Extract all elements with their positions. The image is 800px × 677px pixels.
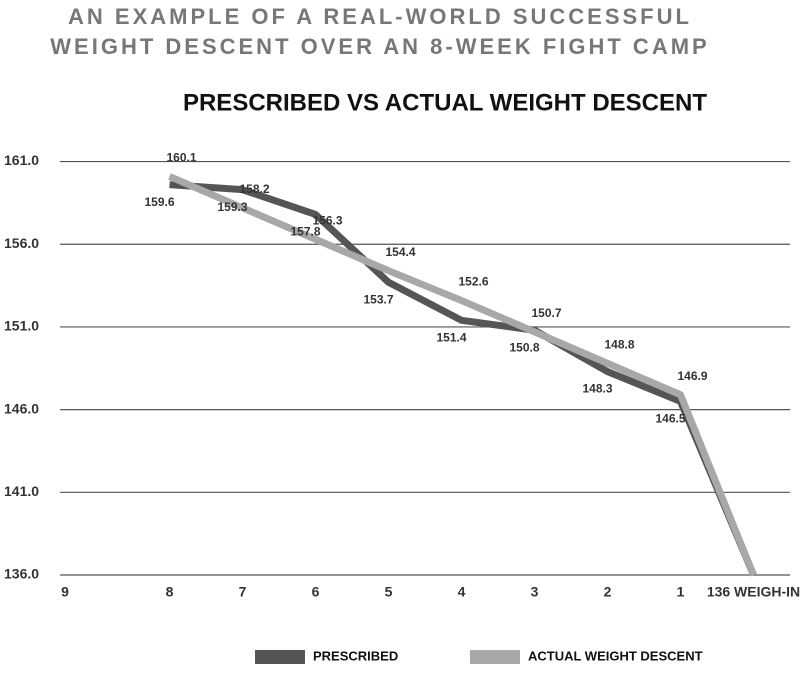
x-tick-label: 7: [239, 584, 247, 600]
data-label: 151.4: [436, 330, 466, 344]
header-line: WEIGHT DESCENT OVER AN 8-WEEK FIGHT CAMP: [50, 34, 709, 59]
data-label: 150.7: [531, 306, 561, 320]
legend-label: ACTUAL WEIGHT DESCENT: [528, 648, 703, 663]
y-tick-label: 156.0: [4, 235, 39, 251]
header-line: AN EXAMPLE OF A REAL-WORLD SUCCESSFUL: [68, 4, 692, 29]
x-tick-label: 8: [166, 584, 174, 600]
data-label: 146.5: [655, 412, 685, 426]
x-tick-label: 9: [61, 584, 69, 600]
y-tick-label: 141.0: [4, 483, 39, 499]
data-label: 150.8: [509, 340, 539, 354]
x-tick-label: 3: [531, 584, 539, 600]
chart-title: PRESCRIBED VS ACTUAL WEIGHT DESCENT: [183, 89, 707, 116]
x-tick-label: 136 WEIGH-IN: [707, 584, 800, 600]
x-tick-label: 6: [312, 584, 320, 600]
data-label: 158.2: [239, 182, 269, 196]
data-label: 152.6: [458, 275, 488, 289]
y-tick-label: 136.0: [4, 566, 39, 582]
data-label: 153.7: [363, 292, 393, 306]
data-label: 148.3: [582, 382, 612, 396]
x-tick-label: 5: [385, 584, 393, 600]
data-label: 146.9: [677, 369, 707, 383]
data-label: 156.3: [312, 213, 342, 227]
y-tick-label: 161.0: [4, 152, 39, 168]
series-line: [168, 173, 757, 577]
data-label: 157.8: [290, 225, 320, 239]
data-label: 159.3: [217, 200, 247, 214]
x-tick-label: 2: [604, 584, 612, 600]
x-tick-label: 4: [458, 584, 466, 600]
data-label: 159.6: [144, 195, 174, 209]
data-label: 160.1: [166, 151, 196, 165]
series-line: [169, 181, 757, 577]
legend-label: PRESCRIBED: [313, 648, 398, 663]
data-label: 154.4: [385, 245, 415, 259]
y-tick-label: 151.0: [4, 318, 39, 334]
x-tick-label: 1: [677, 584, 685, 600]
y-tick-label: 146.0: [4, 400, 39, 416]
data-label: 148.8: [604, 337, 634, 351]
